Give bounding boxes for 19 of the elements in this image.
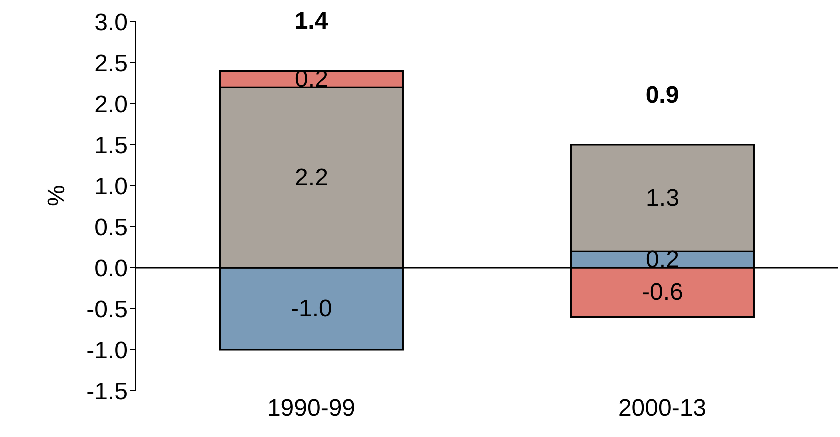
y-tick-label: 2.0 xyxy=(94,92,128,119)
total-label: 1.4 xyxy=(294,8,329,36)
y-tick-label: -1.5 xyxy=(86,378,128,406)
y-tick-label: 3.0 xyxy=(94,10,128,37)
y-tick-label: -1.0 xyxy=(86,338,128,365)
y-tick-label: 2.5 xyxy=(94,50,128,78)
x-tick-label: 1990-99 xyxy=(267,395,356,422)
y-axis-title: % xyxy=(44,185,71,206)
x-tick-label: 2000-13 xyxy=(618,395,707,422)
data-label: 1.3 xyxy=(646,184,680,212)
y-tick-label: 1.5 xyxy=(94,132,128,160)
y-tick-label: -0.5 xyxy=(86,296,128,324)
y-tick-label: 0.5 xyxy=(94,214,128,242)
y-tick-label: 0.0 xyxy=(94,256,128,283)
data-label: -0.6 xyxy=(642,279,684,306)
data-label: -1.0 xyxy=(291,296,332,322)
y-tick-label: 1.0 xyxy=(94,174,128,201)
data-label: 2.2 xyxy=(295,164,328,192)
total-label: 0.9 xyxy=(646,82,680,109)
